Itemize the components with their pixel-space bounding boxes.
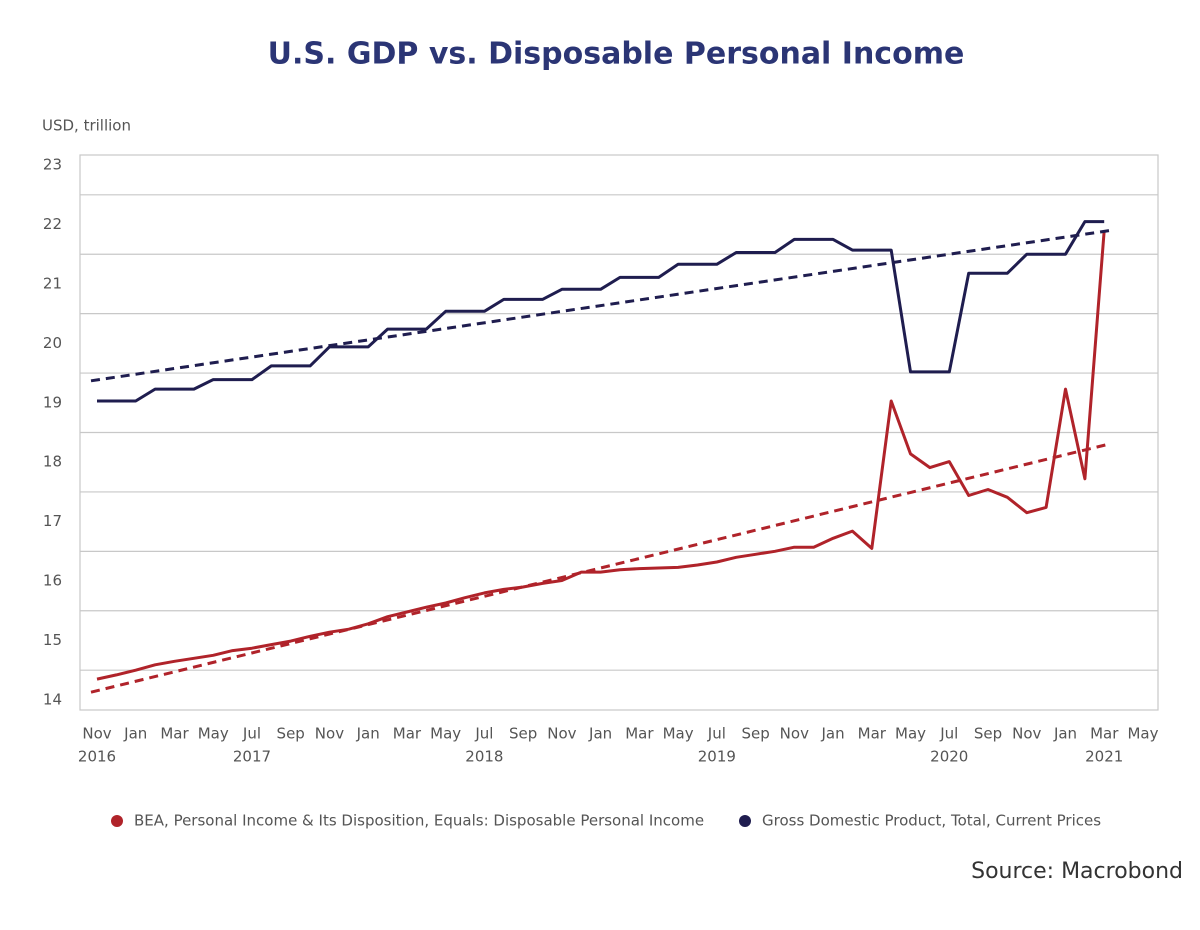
source: Source: Macrobond — [971, 859, 1183, 884]
series-line — [97, 220, 1105, 403]
series-line — [96, 230, 1106, 681]
x-tick-label: May — [198, 725, 229, 743]
y-tick-label: 15 — [43, 631, 62, 649]
chart-title: U.S. GDP vs. Disposable Personal Income — [268, 37, 965, 72]
x-tick-label: Sep — [277, 725, 305, 743]
x-tick-label: Nov — [547, 725, 576, 743]
x-year-label: 2017 — [233, 748, 271, 766]
legend-label: Gross Domestic Product, Total, Current P… — [762, 812, 1101, 830]
trend-line — [90, 442, 1111, 694]
legend-marker — [739, 815, 751, 827]
x-tick-label: Jan — [588, 725, 612, 743]
x-tick-label: Jul — [474, 725, 493, 743]
x-tick-label: Jul — [242, 725, 261, 743]
x-tick-label: Nov — [82, 725, 111, 743]
x-tick-label: Mar — [858, 725, 887, 743]
y-tick-label: 16 — [43, 572, 62, 590]
y-tick-label: 23 — [43, 156, 62, 174]
y-tick-label: 22 — [43, 215, 62, 233]
x-year-label: 2018 — [465, 748, 503, 766]
x-tick-label: Mar — [160, 725, 189, 743]
x-tick-label: Nov — [1012, 725, 1041, 743]
plot-frame — [79, 154, 1159, 711]
y-axis-label: USD, trillion — [42, 117, 131, 135]
x-tick-label: Jul — [707, 725, 726, 743]
y-tick-label: 18 — [43, 453, 62, 471]
x-year-label: 2020 — [930, 748, 968, 766]
x-tick-label: May — [430, 725, 461, 743]
x-tick-label: Nov — [780, 725, 809, 743]
x-tick-label: May — [1127, 725, 1158, 743]
y-tick-label: 21 — [43, 274, 62, 292]
x-tick-label: Jan — [1053, 725, 1077, 743]
x-tick-label: Mar — [625, 725, 654, 743]
x-tick-label: Sep — [741, 725, 769, 743]
x-tick-label: Jan — [356, 725, 380, 743]
x-tick-label: May — [663, 725, 694, 743]
y-tick-label: 20 — [43, 334, 62, 352]
x-year-label: 2019 — [698, 748, 736, 766]
trend-line — [90, 228, 1111, 383]
legend-label: BEA, Personal Income & Its Disposition, … — [134, 812, 704, 830]
x-tick-label: Sep — [974, 725, 1002, 743]
x-tick-label: Nov — [315, 725, 344, 743]
x-tick-label: Sep — [509, 725, 537, 743]
x-year-label: 2016 — [78, 748, 116, 766]
x-tick-label: Mar — [1090, 725, 1119, 743]
y-tick-label: 19 — [43, 393, 62, 411]
x-tick-label: Jan — [123, 725, 147, 743]
y-tick-label: 17 — [43, 512, 62, 530]
legend-marker — [111, 815, 123, 827]
x-year-label: 2021 — [1085, 748, 1123, 766]
x-tick-label: Jan — [820, 725, 844, 743]
y-tick-label: 14 — [43, 690, 62, 708]
x-tick-label: Mar — [393, 725, 422, 743]
x-tick-label: Jul — [939, 725, 958, 743]
x-tick-label: May — [895, 725, 926, 743]
